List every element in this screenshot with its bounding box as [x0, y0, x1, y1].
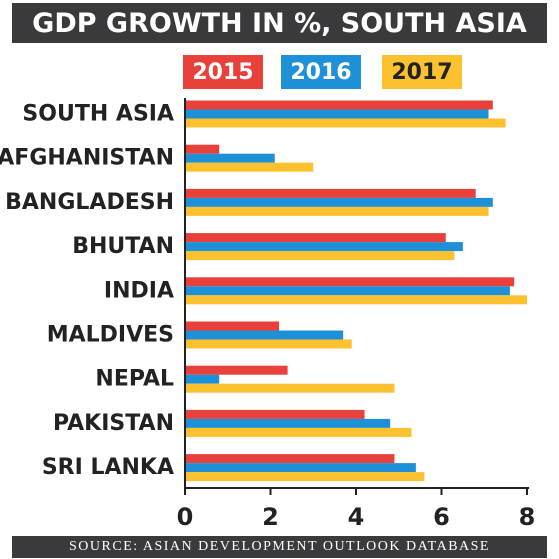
- bar-2015: [185, 365, 288, 375]
- bar-2016: [185, 286, 510, 296]
- bar-2016: [185, 418, 391, 428]
- bar-2017: [185, 339, 352, 349]
- bar-2016: [185, 153, 275, 163]
- bar-2017: [185, 472, 425, 482]
- bar-2016: [185, 197, 493, 207]
- category-label: SOUTH ASIA: [22, 102, 174, 127]
- legend-item-2017: 2017: [382, 55, 462, 89]
- bar-2015: [185, 409, 365, 419]
- bar-2015: [185, 454, 395, 464]
- bar-2016: [185, 463, 416, 473]
- x-tick-label: 2: [262, 503, 279, 531]
- bar-2017: [185, 383, 395, 393]
- category-label: MALDIVES: [47, 323, 174, 348]
- category-label: PAKISTAN: [53, 411, 174, 436]
- source-note: SOURCE: ASIAN DEVELOPMENT OUTLOOK DATABA…: [12, 536, 547, 558]
- bar-2016: [185, 330, 344, 340]
- bar-2017: [185, 251, 455, 261]
- bar-2017: [185, 295, 527, 305]
- chart-title: GDP GROWTH IN %, SOUTH ASIA: [12, 3, 547, 43]
- bar-2017: [185, 162, 314, 172]
- legend-item-2016: 2016: [281, 55, 361, 89]
- bar-2015: [185, 233, 446, 243]
- bar-2016: [185, 242, 463, 252]
- bar-2015: [185, 321, 280, 331]
- category-label: NEPAL: [95, 367, 174, 392]
- x-tick-label: 8: [519, 503, 536, 531]
- category-label: INDIA: [104, 278, 174, 303]
- bar-2015: [185, 188, 476, 198]
- bar-2017: [185, 206, 489, 216]
- category-label: AFGHANISTAN: [0, 146, 174, 171]
- legend-item-2015: 2015: [183, 55, 263, 89]
- bar-2015: [185, 277, 515, 287]
- category-label: BANGLADESH: [5, 190, 174, 215]
- bar-2017: [185, 427, 412, 437]
- bar-2016: [185, 109, 489, 119]
- x-tick-label: 0: [177, 503, 194, 531]
- bar-2017: [185, 118, 506, 128]
- bar-2015: [185, 100, 493, 110]
- category-label: SRI LANKA: [42, 455, 174, 480]
- legend: 2015 2016 2017: [0, 55, 559, 89]
- bar-2016: [185, 374, 220, 384]
- category-label: BHUTAN: [72, 234, 174, 259]
- x-tick-label: 4: [348, 503, 365, 531]
- bar-2015: [185, 144, 220, 154]
- x-tick-label: 6: [433, 503, 450, 531]
